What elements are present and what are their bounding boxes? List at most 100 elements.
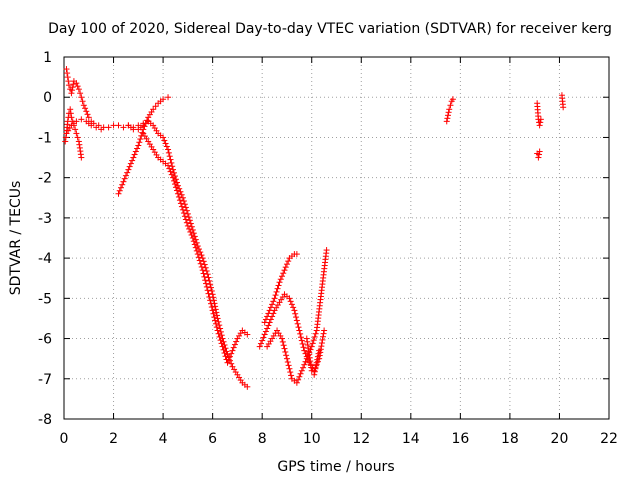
- data-point-series-2: [78, 116, 85, 123]
- data-point-series-5: [224, 359, 231, 366]
- data-point-series-3: [116, 187, 123, 194]
- data-point-series-4: [165, 149, 172, 156]
- data-point-series-5: [181, 213, 188, 220]
- data-point-series-7: [276, 279, 283, 286]
- data-point-series-3: [137, 136, 144, 143]
- data-point-series-5: [176, 197, 183, 204]
- x-tick-label: 22: [600, 431, 618, 447]
- data-point-series-4: [228, 360, 235, 367]
- data-point-series-5: [207, 297, 214, 304]
- data-point-series-11: [537, 116, 544, 123]
- data-point-series-0: [79, 98, 86, 105]
- data-point-series-3: [134, 145, 141, 152]
- data-point-series-3: [124, 169, 131, 176]
- data-point-series-4: [213, 309, 220, 316]
- data-point-series-2: [73, 118, 80, 125]
- data-point-series-11: [536, 122, 543, 129]
- data-point-series-6: [286, 295, 293, 302]
- x-tick-label: 6: [208, 431, 217, 447]
- data-point-series-10: [444, 112, 451, 119]
- data-point-series-5: [190, 238, 197, 245]
- data-point-series-5: [170, 177, 177, 184]
- y-tick-labels: 1 0 -1 -2 -3 -4 -5 -6 -7 -8: [38, 50, 52, 428]
- data-point-series-5: [189, 235, 196, 241]
- data-point-series-6: [298, 337, 305, 344]
- x-tick-label: 14: [402, 431, 420, 447]
- data-point-series-5: [182, 216, 189, 223]
- data-point-series-6: [260, 334, 267, 341]
- data-point-series-3: [121, 175, 128, 182]
- y-tick-label: -5: [38, 291, 52, 307]
- data-point-series-7: [285, 258, 292, 265]
- data-point-series-5: [167, 168, 174, 175]
- data-point-series-4: [162, 140, 169, 147]
- data-point-series-6: [294, 320, 301, 327]
- y-tick-label: -7: [38, 372, 52, 388]
- data-point-series-6: [293, 314, 300, 321]
- data-point-series-5: [213, 324, 220, 331]
- data-point-series-0: [65, 78, 72, 85]
- data-point-series-8: [309, 340, 316, 347]
- data-point-series-6: [287, 298, 294, 305]
- data-point-series-5: [188, 231, 195, 238]
- data-point-series-7: [270, 298, 277, 305]
- x-tick-label: 8: [258, 431, 267, 447]
- data-point-series-8: [298, 367, 305, 374]
- data-point-series-2: [93, 124, 100, 131]
- data-point-series-5: [174, 190, 181, 197]
- data-point-series-9: [313, 359, 320, 366]
- data-point-series-7: [282, 264, 289, 271]
- data-point-series-5: [198, 263, 205, 270]
- data-point-series-6: [264, 325, 271, 332]
- data-point-series-9: [313, 362, 320, 369]
- data-point-series-0: [80, 102, 87, 109]
- data-point-series-8: [302, 358, 309, 365]
- data-point-series-5: [221, 350, 228, 357]
- x-tick-labels: 0 2 4 6 8 10 12 14 16 18 20 22: [60, 431, 618, 447]
- data-point-series-8: [323, 247, 330, 254]
- data-point-series-5: [173, 187, 180, 194]
- data-point-series-5: [193, 247, 200, 254]
- data-point-series-0: [68, 90, 75, 97]
- data-point-series-5: [203, 280, 210, 287]
- data-point-series-8: [310, 337, 317, 344]
- data-point-series-13: [560, 104, 567, 111]
- data-point-series-8: [295, 376, 302, 383]
- data-point-series-8: [296, 373, 303, 380]
- x-axis-label: GPS time / hours: [277, 459, 394, 475]
- data-point-series-5: [166, 165, 173, 172]
- data-point-series-0: [69, 84, 76, 91]
- chart-title: Day 100 of 2020, Sidereal Day-to-day VTE…: [48, 21, 612, 37]
- data-point-series-3: [160, 96, 167, 103]
- data-point-series-1: [67, 110, 74, 117]
- data-point-series-6: [318, 340, 325, 347]
- data-point-series-7: [279, 273, 285, 280]
- data-point-series-0: [85, 114, 92, 121]
- y-tick-label: -8: [38, 412, 52, 428]
- data-point-series-5: [215, 330, 222, 337]
- data-point-series-5: [165, 162, 172, 169]
- data-point-series-4: [160, 134, 167, 141]
- data-point-series-0: [120, 124, 127, 131]
- data-point-series-6: [321, 327, 328, 334]
- data-point-series-7: [266, 307, 273, 314]
- data-point-series-4: [166, 153, 173, 160]
- data-point-series-6: [261, 331, 268, 338]
- data-point-series-5: [178, 203, 185, 210]
- data-point-series-5: [244, 331, 251, 338]
- data-point-series-3: [120, 178, 127, 185]
- data-point-series-7: [272, 292, 279, 299]
- data-point-series-4: [168, 159, 175, 166]
- data-point-series-8: [281, 345, 288, 352]
- data-point-series-8: [297, 370, 304, 377]
- data-point-series-4: [206, 277, 213, 284]
- data-point-series-3: [139, 129, 146, 136]
- data-point-series-4: [209, 291, 216, 298]
- data-point-series-0: [75, 86, 82, 93]
- y-tick-label: -2: [38, 171, 52, 187]
- data-point-series-5: [212, 320, 219, 327]
- y-tick-label: -4: [38, 251, 52, 267]
- data-point-series-3: [119, 181, 126, 188]
- data-point-series-0: [70, 81, 77, 88]
- data-point-series-6: [256, 343, 263, 350]
